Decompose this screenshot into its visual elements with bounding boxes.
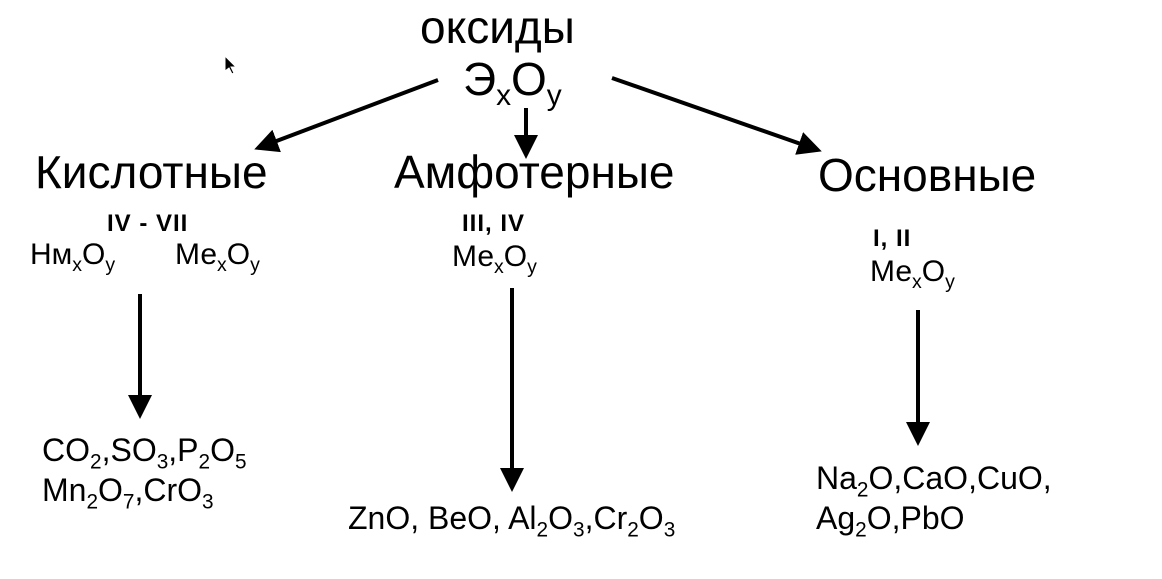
amphoteric-examples: ZnO, BeO, Al2O3,Cr2O3 — [348, 500, 675, 542]
acidic-formula-nonmetal: НмхОу — [30, 238, 115, 277]
acidic-examples-line2: Mn2O7,CrO3 — [42, 472, 214, 514]
arrow-root-to-acidic — [258, 80, 438, 148]
basic-valence: I, II — [873, 225, 911, 253]
cursor-pointer — [225, 56, 241, 76]
acidic-valence: IV - VII — [107, 210, 188, 238]
root-formula: ЭхОу — [463, 52, 562, 113]
acidic-examples-line1: CO2,SO3,P2O5 — [42, 432, 247, 474]
acidic-formula-metal: МехОу — [175, 238, 260, 277]
basic-title: Основные — [818, 148, 1036, 202]
amphoteric-title: Амфотерные — [394, 145, 675, 199]
basic-examples-line2: Ag2O,PbO — [816, 500, 965, 542]
basic-examples-line1: Na2O,CaO,CuO, — [816, 460, 1052, 502]
amphoteric-formula: МехОу — [452, 240, 537, 279]
amphoteric-valence: III, IV — [462, 210, 525, 238]
arrow-root-to-basic — [612, 78, 818, 150]
acidic-title: Кислотные — [35, 145, 268, 199]
root-title: оксиды — [420, 0, 575, 54]
basic-formula: МехОу — [870, 255, 955, 294]
